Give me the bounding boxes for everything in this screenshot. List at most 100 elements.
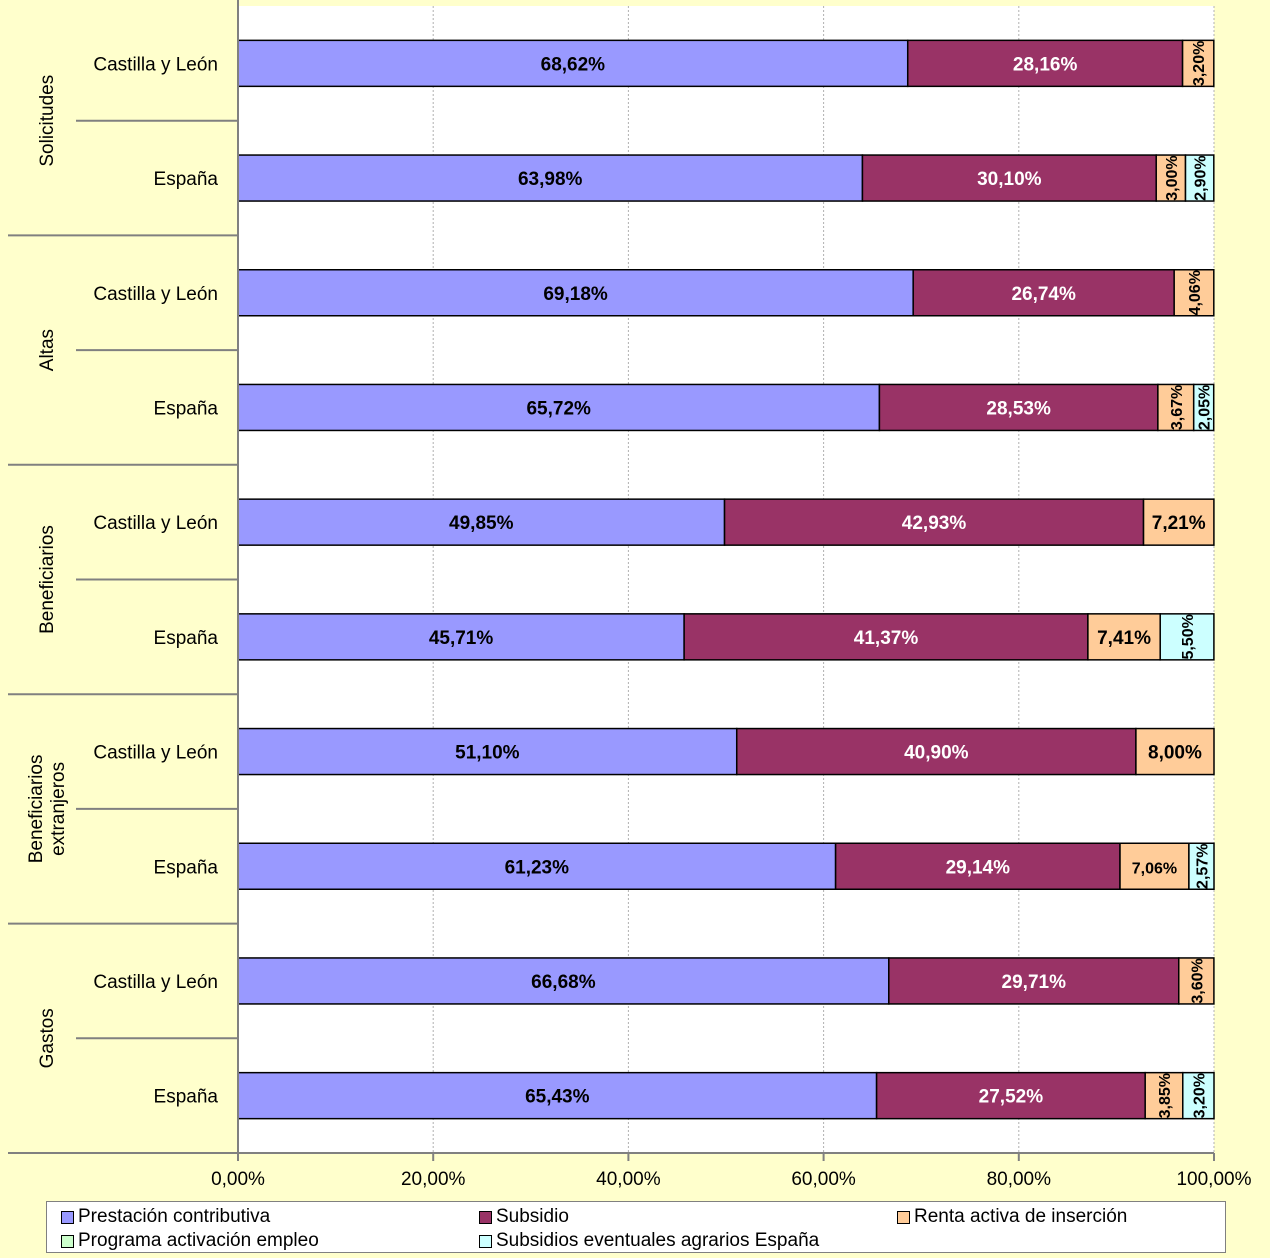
- bar-segment: [237, 383, 881, 432]
- bar-segment: [735, 727, 1137, 776]
- data-label: 42,93%: [902, 513, 967, 534]
- legend: Prestación contributiva Subsidio Renta act…: [46, 1201, 1226, 1253]
- legend-label: Programa activación empleo: [78, 1230, 319, 1251]
- row-label: Castilla y León: [93, 54, 218, 75]
- data-label: 3,20%: [1191, 41, 1208, 86]
- legend-item: Renta activa de inserción: [897, 1206, 1127, 1228]
- bar-segment: [1188, 842, 1215, 890]
- data-label: 3,60%: [1189, 958, 1206, 1003]
- bar-segment: [1144, 1071, 1184, 1120]
- data-label: 30,10%: [977, 169, 1042, 190]
- data-label: 49,85%: [449, 513, 514, 534]
- legend-item: Programa activación empleo: [61, 1230, 319, 1252]
- bar-segment: [834, 842, 1121, 890]
- x-tick-label: 80,00%: [987, 1169, 1052, 1190]
- group-label: Beneficiarios: [37, 525, 58, 634]
- legend-item: Subsidios eventuales agrarios España: [479, 1230, 819, 1252]
- bar-segment: [1155, 154, 1187, 202]
- data-label: 65,72%: [526, 398, 591, 419]
- bar-segment: [1135, 727, 1215, 776]
- bar-segment: [1178, 957, 1215, 1005]
- legend-swatch: [61, 1234, 74, 1248]
- row-label: España: [154, 1087, 219, 1108]
- data-label: 65,43%: [525, 1087, 590, 1108]
- group-label: Altas: [37, 329, 58, 371]
- data-label: 3,67%: [1169, 385, 1186, 430]
- x-tick-label: 60,00%: [791, 1169, 856, 1190]
- x-tick-label: 0,00%: [211, 1169, 265, 1190]
- bar-segment: [237, 39, 909, 88]
- bar-segment: [1173, 269, 1215, 317]
- bar-segment: [237, 957, 890, 1005]
- row-label: Castilla y León: [93, 284, 218, 305]
- bar-segment: [861, 154, 1157, 202]
- legend-item: Prestación contributiva: [61, 1206, 270, 1228]
- data-label: 7,06%: [1132, 860, 1177, 877]
- bar-segment: [1182, 1071, 1215, 1120]
- data-label: 7,21%: [1152, 513, 1206, 534]
- data-label: 29,14%: [946, 857, 1011, 878]
- data-label: 2,57%: [1194, 844, 1211, 889]
- x-tick-label: 20,00%: [401, 1169, 466, 1190]
- legend-swatch: [61, 1210, 74, 1224]
- row-label: España: [154, 398, 219, 419]
- bar-segment: [1159, 613, 1215, 661]
- group-label: Solicitudes: [37, 75, 58, 167]
- data-label: 40,90%: [904, 743, 969, 764]
- row-label: Castilla y León: [93, 743, 218, 764]
- legend-label: Prestación contributiva: [78, 1206, 271, 1227]
- data-label: 45,71%: [429, 628, 494, 649]
- data-label: 28,53%: [986, 398, 1051, 419]
- data-label: 69,18%: [543, 284, 608, 305]
- legend-swatch: [479, 1210, 492, 1224]
- data-label: 2,05%: [1197, 385, 1214, 430]
- data-label: 27,52%: [979, 1087, 1044, 1108]
- data-label: 28,16%: [1013, 54, 1078, 75]
- data-label: 66,68%: [531, 972, 596, 993]
- data-label: 3,85%: [1157, 1073, 1174, 1118]
- bar-segment: [723, 498, 1145, 546]
- data-label: 26,74%: [1011, 284, 1076, 305]
- row-label: España: [154, 628, 219, 649]
- bar-segment: [878, 383, 1159, 432]
- bar-segment: [1181, 39, 1215, 88]
- legend-swatch: [479, 1234, 492, 1248]
- group-label: Beneficiariosextranjeros: [26, 755, 69, 864]
- data-label: 63,98%: [518, 169, 583, 190]
- data-label: 51,10%: [455, 743, 520, 764]
- bar-segment: [912, 269, 1175, 317]
- x-tick-label: 40,00%: [596, 1169, 661, 1190]
- bar-segment: [237, 613, 685, 661]
- legend-label: Renta activa de inserción: [914, 1206, 1128, 1227]
- data-label: 68,62%: [541, 54, 606, 75]
- row-label: España: [154, 857, 219, 878]
- legend-item: Subsidio: [479, 1206, 569, 1228]
- data-label: 7,41%: [1097, 628, 1151, 649]
- group-label: Gastos: [37, 1008, 58, 1068]
- row-label: Castilla y León: [93, 972, 218, 993]
- row-label: España: [154, 169, 219, 190]
- data-label: 5,50%: [1180, 614, 1197, 659]
- bar-segment: [1192, 383, 1215, 432]
- bar-segment: [875, 1071, 1146, 1120]
- data-label: 2,90%: [1193, 155, 1210, 200]
- data-label: 61,23%: [505, 857, 570, 878]
- legend-label: Subsidios eventuales agrarios España: [496, 1230, 820, 1251]
- bar-segment: [237, 154, 864, 202]
- legend-label: Subsidio: [496, 1206, 569, 1227]
- bar-segment: [1087, 613, 1161, 661]
- data-label: 3,20%: [1191, 1073, 1208, 1118]
- data-label: 3,00%: [1164, 155, 1181, 200]
- bar-segment: [237, 727, 738, 776]
- bar-segment: [1142, 498, 1215, 546]
- bar-segment: [1184, 154, 1215, 202]
- bar-segment: [237, 269, 914, 317]
- stacked-bar-chart: 68,62% 28,16% 3,20% 63,98% 30,10% 3,00% 2,90% 6…: [8, 0, 1252, 1190]
- bar-segment: [683, 613, 1089, 661]
- data-label: 8,00%: [1148, 743, 1202, 764]
- legend-swatch: [897, 1210, 910, 1224]
- x-tick-label: 100,00%: [1176, 1169, 1251, 1190]
- data-label: 29,71%: [1002, 972, 1067, 993]
- data-label: 41,37%: [854, 628, 919, 649]
- data-label: 4,06%: [1187, 270, 1204, 315]
